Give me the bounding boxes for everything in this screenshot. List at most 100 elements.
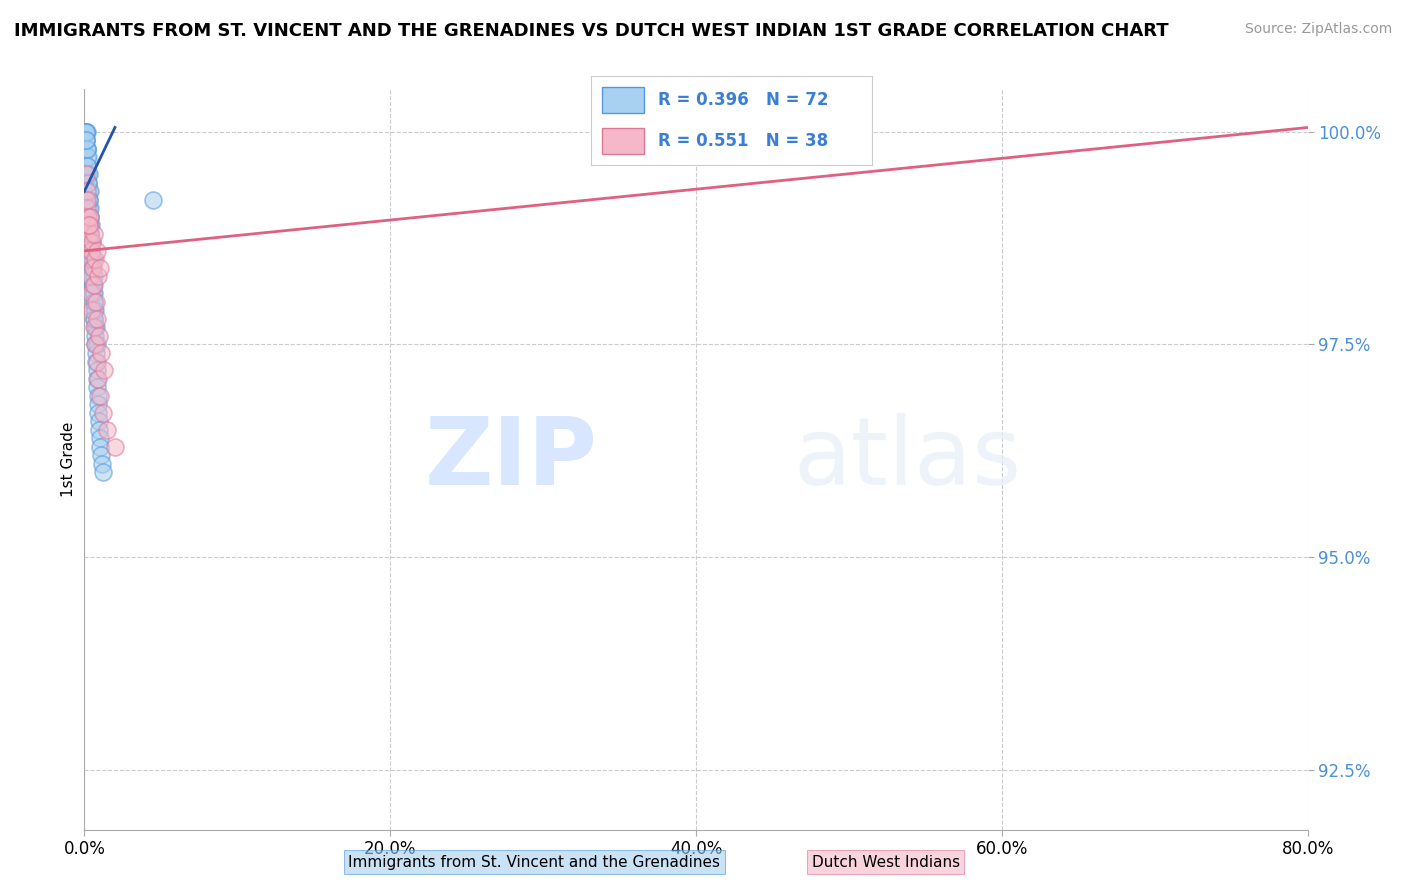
Point [86,337,108,351]
Point [84,303,107,318]
Point [80,260,103,275]
Point [77,176,100,190]
Point [75,133,97,147]
Point [142,193,165,207]
Point [82,286,104,301]
Point [83,227,105,241]
Point [76,125,98,139]
Point [75,133,97,147]
Point [80,286,103,301]
Point [82,277,104,292]
Point [80,244,103,258]
Point [79,210,101,224]
Point [91,465,114,479]
Point [79,269,101,284]
Point [75,133,97,147]
Point [87,414,110,428]
Point [79,227,101,241]
Bar [602,87,644,113]
Point [77,219,100,233]
Point [87,329,110,343]
Point [79,202,101,216]
Point [82,252,104,267]
Point [77,176,100,190]
Point [77,210,100,224]
Point [87,397,110,411]
Point [77,184,100,198]
Point [76,159,98,173]
Point [80,244,103,258]
Point [77,219,100,233]
Text: Source: ZipAtlas.com: Source: ZipAtlas.com [1244,22,1392,37]
Text: IMMIGRANTS FROM ST. VINCENT AND THE GRENADINES VS DUTCH WEST INDIAN 1ST GRADE CO: IMMIGRANTS FROM ST. VINCENT AND THE GREN… [14,22,1168,40]
Point [84,346,107,360]
Point [76,202,98,216]
Point [77,235,100,250]
Point [79,210,101,224]
Point [80,252,103,267]
Point [82,260,104,275]
Point [83,269,105,284]
Point [76,159,98,173]
Point [104,440,127,454]
Point [86,371,108,385]
Text: atlas: atlas [794,413,1022,506]
Point [86,363,108,377]
Point [91,406,114,420]
Point [83,320,105,334]
Point [75,125,97,139]
Point [79,252,101,267]
Text: ZIP: ZIP [425,413,598,506]
Point [80,219,103,233]
Point [77,202,100,216]
Point [87,406,110,420]
Point [83,312,105,326]
Point [89,423,111,437]
Point [716,125,738,139]
Text: Immigrants from St. Vincent and the Grenadines: Immigrants from St. Vincent and the Gren… [349,855,720,870]
Point [77,219,100,233]
Point [84,337,107,351]
Point [84,295,107,310]
Point [86,244,108,258]
Point [83,277,105,292]
Point [80,235,103,250]
Point [80,235,103,250]
Point [76,142,98,156]
Point [89,431,111,445]
Point [75,167,97,181]
Point [89,440,111,454]
Point [87,269,110,284]
Point [86,380,108,394]
Text: R = 0.551   N = 38: R = 0.551 N = 38 [658,132,828,150]
Point [76,193,98,207]
Text: Dutch West Indians: Dutch West Indians [811,855,960,870]
Point [90,448,112,462]
Y-axis label: 1st Grade: 1st Grade [60,422,76,497]
Point [80,244,103,258]
Point [84,354,107,368]
Point [79,210,101,224]
Point [77,193,100,207]
Point [83,312,105,326]
Point [86,312,108,326]
Point [82,269,104,284]
Point [89,260,111,275]
Point [75,125,97,139]
Point [75,125,97,139]
Point [77,167,100,181]
Point [83,295,105,310]
Point [84,337,107,351]
Point [76,142,98,156]
Point [82,277,104,292]
Point [83,295,105,310]
Point [79,219,101,233]
Point [76,142,98,156]
Point [83,286,105,301]
Point [76,150,98,164]
Point [84,329,107,343]
Point [89,388,111,402]
Point [90,346,112,360]
Point [75,125,97,139]
Point [84,252,107,267]
